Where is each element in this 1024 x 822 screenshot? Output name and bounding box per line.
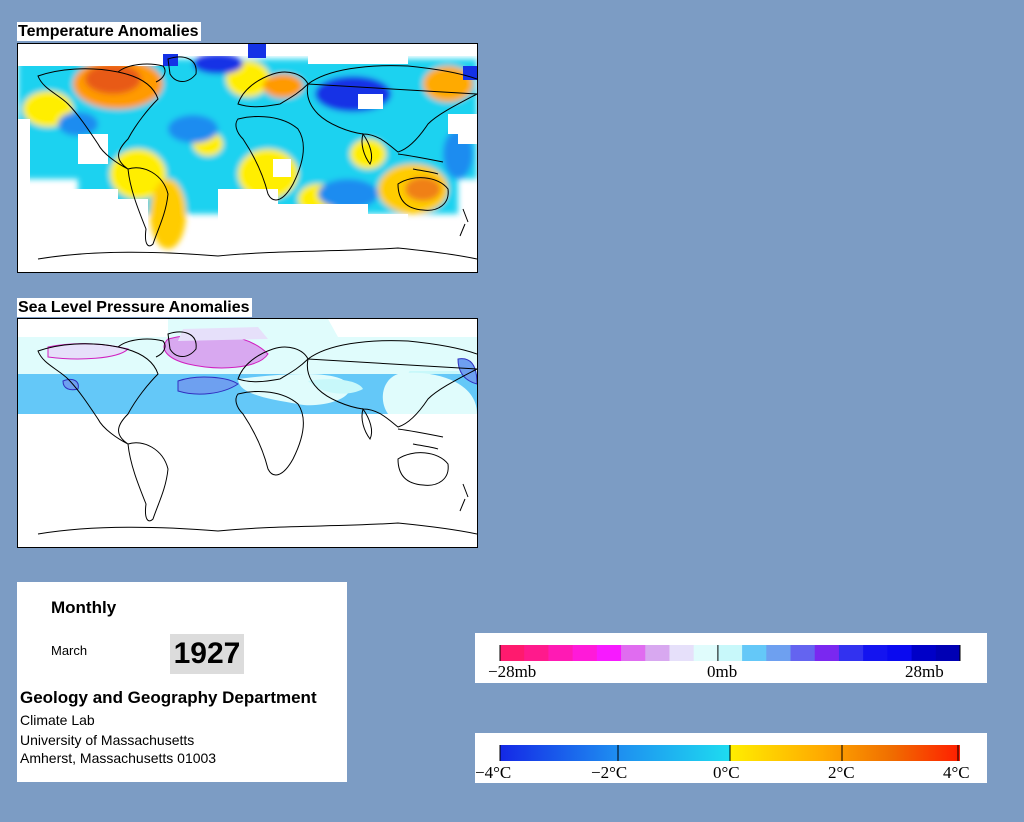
pressure-swatch xyxy=(548,645,574,661)
pressure-tick-zero: 0mb xyxy=(707,662,737,681)
year-label: 1927 xyxy=(170,634,244,674)
pressure-swatch xyxy=(814,645,840,661)
university-label: University of Massachusetts xyxy=(20,732,195,748)
pressure-swatch xyxy=(935,645,961,661)
pressure-swatch xyxy=(838,645,864,661)
pressure-swatch xyxy=(693,645,719,661)
pressure-field xyxy=(18,319,477,414)
pressure-swatch xyxy=(524,645,549,661)
lab-label: Climate Lab xyxy=(20,712,95,728)
pressure-swatch xyxy=(863,645,888,661)
pressure-swatch xyxy=(596,645,622,661)
pressure-swatch xyxy=(911,645,937,661)
pressure-swatch xyxy=(669,645,695,661)
temperature-tick-plus2: 2°C xyxy=(828,763,855,782)
info-panel: Monthly March 1927 Geology and Geography… xyxy=(17,582,347,782)
pressure-swatch xyxy=(742,645,767,661)
temperature-tick-minus2: −2°C xyxy=(591,763,627,782)
temperature-tick-zero: 0°C xyxy=(713,763,740,782)
temperature-tick-minus4: −4°C xyxy=(475,763,511,782)
temperature-tick-plus4: 4°C xyxy=(943,763,970,782)
temperature-map-title: Temperature Anomalies xyxy=(17,22,201,41)
department-label: Geology and Geography Department xyxy=(20,688,317,707)
period-label: Monthly xyxy=(51,598,117,617)
pressure-swatch xyxy=(572,645,598,661)
pressure-swatch xyxy=(500,645,525,661)
missing-data-mask xyxy=(18,44,477,272)
pressure-map-title: Sea Level Pressure Anomalies xyxy=(17,298,252,317)
pressure-anomaly-map xyxy=(17,318,478,548)
pressure-legend: −28mb 0mb 28mb xyxy=(475,633,987,683)
temperature-legend: −4°C −2°C 0°C 2°C 4°C xyxy=(475,733,987,783)
pressure-tick-min: −28mb xyxy=(488,662,536,681)
month-label: March xyxy=(51,643,88,658)
pressure-swatch xyxy=(717,645,743,661)
pressure-tick-max: 28mb xyxy=(905,662,944,681)
address-label: Amherst, Massachusetts 01003 xyxy=(20,750,217,766)
temperature-field xyxy=(18,54,477,249)
pressure-swatch xyxy=(766,645,792,661)
temperature-anomaly-map xyxy=(17,43,478,273)
pressure-color-bar xyxy=(499,645,961,661)
pressure-swatch xyxy=(790,645,816,661)
pressure-swatch xyxy=(621,645,646,661)
pressure-swatch xyxy=(645,645,670,661)
pressure-swatch xyxy=(887,645,913,661)
